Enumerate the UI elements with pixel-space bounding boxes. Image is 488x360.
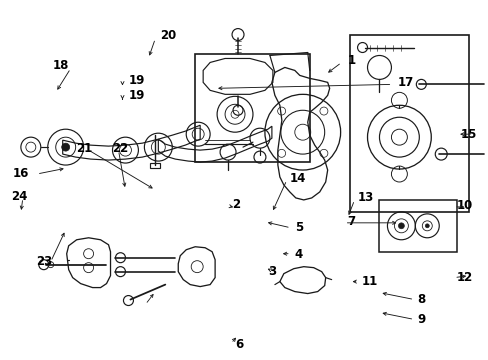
Circle shape	[398, 223, 404, 229]
Text: 22: 22	[112, 141, 128, 155]
Text: 21: 21	[76, 141, 92, 155]
Text: 20: 20	[160, 29, 176, 42]
Text: 2: 2	[232, 198, 240, 211]
Text: 1: 1	[347, 54, 355, 67]
Bar	[379, 200, 456, 252]
Text: 4: 4	[294, 248, 303, 261]
Bar	[195, 54, 309, 162]
Text: 8: 8	[416, 293, 425, 306]
Text: 18: 18	[53, 59, 69, 72]
Text: 7: 7	[347, 215, 355, 228]
Text: 13: 13	[357, 192, 373, 204]
Text: 10: 10	[456, 199, 472, 212]
Text: 23: 23	[36, 255, 52, 268]
Text: 12: 12	[456, 271, 472, 284]
Circle shape	[425, 224, 428, 228]
Text: 11: 11	[361, 275, 377, 288]
Text: 16: 16	[13, 167, 29, 180]
Circle shape	[61, 143, 69, 151]
Text: 15: 15	[460, 128, 477, 141]
Text: 24: 24	[11, 190, 27, 203]
Text: 5: 5	[294, 221, 303, 234]
Text: 14: 14	[289, 171, 305, 185]
Text: 17: 17	[397, 76, 413, 89]
Bar	[150, 163, 160, 168]
Text: 6: 6	[235, 338, 243, 351]
Bar	[349, 35, 468, 212]
Text: 19: 19	[128, 74, 144, 87]
Text: 19: 19	[128, 89, 144, 102]
Text: 3: 3	[267, 265, 275, 278]
Text: 9: 9	[416, 313, 425, 326]
